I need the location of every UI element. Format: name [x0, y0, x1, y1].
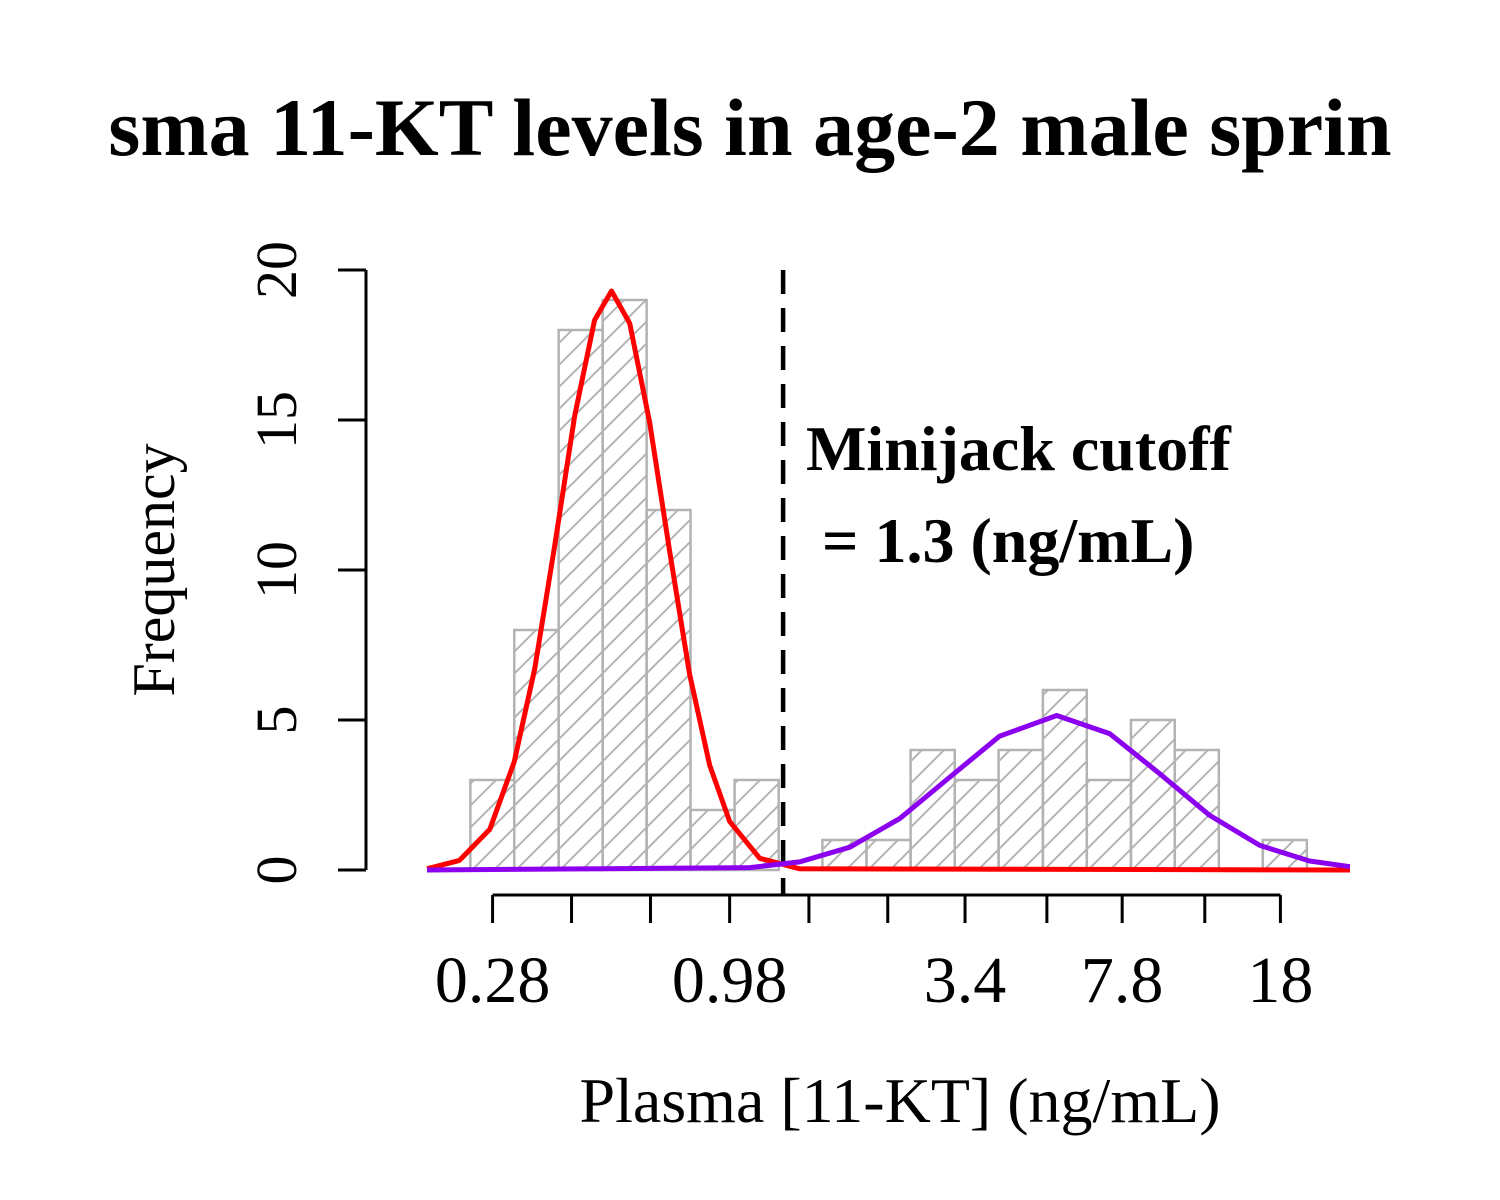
y-tick-label: 5: [244, 706, 309, 735]
chart-title: sma 11-KT levels in age-2 male sprin: [108, 82, 1391, 173]
annotation: Minijack cutoff: [806, 413, 1232, 484]
histogram-bar: [1129, 718, 1177, 872]
fit-curve: [426, 713, 1351, 873]
y-axis-title: Frequency: [121, 443, 187, 696]
histogram-bar: [645, 508, 692, 872]
y-tick-label: 0: [244, 856, 309, 885]
x-tick-label: 0.98: [672, 944, 788, 1017]
y-tick-label: 10: [244, 541, 309, 599]
histogram-bar: [865, 838, 912, 872]
x-tick-label: 0.28: [435, 944, 551, 1017]
fit-curve: [426, 288, 1351, 873]
histogram-bar: [953, 778, 1000, 872]
histogram-bar: [1173, 748, 1221, 872]
x-tick-label: 7.8: [1081, 944, 1164, 1017]
histogram-bar: [1085, 778, 1133, 872]
histogram-bar: [997, 748, 1045, 872]
y-tick-label: 20: [244, 241, 309, 299]
histogram-bar: [557, 328, 604, 872]
x-tick-label: 18: [1247, 944, 1313, 1017]
annotation: = 1.3 (ng/mL): [806, 505, 1194, 576]
x-tick-label: 3.4: [924, 944, 1007, 1017]
y-tick-label: 15: [244, 391, 309, 449]
x-axis-title: Plasma [11-KT] (ng/mL): [579, 1065, 1220, 1136]
histogram-bar: [909, 748, 956, 872]
